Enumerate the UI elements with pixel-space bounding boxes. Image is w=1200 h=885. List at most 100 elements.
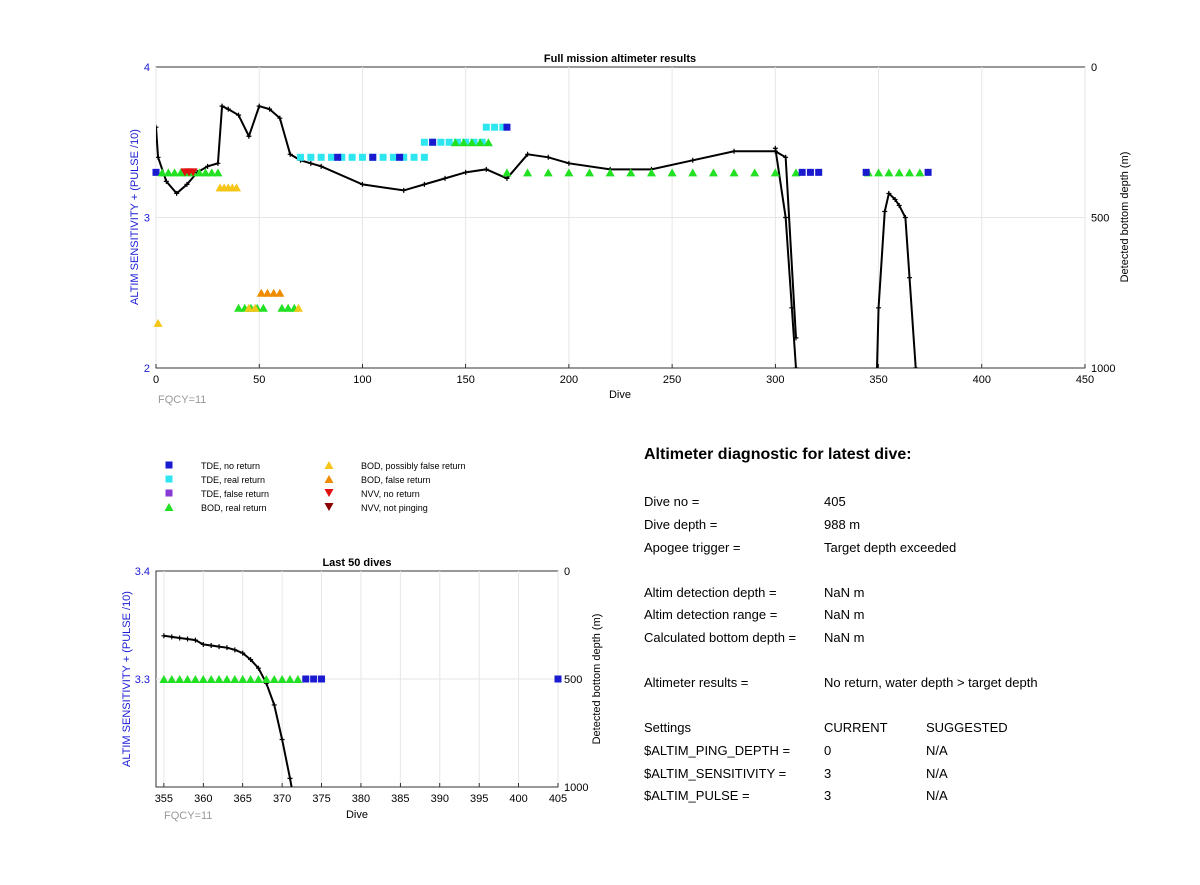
legend-label: TDE, real return — [201, 475, 265, 485]
axis-ticks: 355 360 365 370 375 380 385 390 395 400 405 3.3 3.4 0… — [135, 566, 589, 805]
setting-current: 3 — [824, 766, 832, 781]
bod-real-marker — [708, 168, 718, 177]
depth-point — [169, 634, 175, 640]
bod-real-marker — [213, 168, 223, 177]
bod-real-marker — [157, 168, 167, 177]
altimeter-markers — [152, 123, 932, 327]
tde-real-marker — [437, 138, 445, 146]
depth-point — [240, 650, 246, 656]
bod-real-marker — [605, 168, 615, 177]
tde-real-marker — [445, 138, 453, 146]
y2-tick-label: 1000 — [564, 782, 588, 794]
settings-header-row: Settings CURRENT SUGGESTED — [644, 720, 1008, 735]
x-tick-label: 250 — [663, 374, 681, 386]
x-tick-label: 355 — [155, 793, 173, 805]
legend-label: TDE, no return — [201, 461, 260, 471]
axis-ticks: 0 50 100 150 200 250 300 350 400 450 2 3 4 0 500 1000 — [144, 62, 1116, 386]
depth-point — [442, 175, 448, 181]
tde-none-marker — [554, 675, 562, 683]
depth-point — [215, 160, 221, 166]
bod-real-marker — [258, 303, 268, 312]
dive-no-row: Dive no = 405 — [644, 494, 846, 509]
settings-label: Settings — [644, 720, 691, 735]
calc-depth-label: Calculated bottom depth = — [644, 630, 797, 645]
depth-point — [800, 787, 805, 792]
y2-axis-label: Detected bottom depth (m) — [591, 614, 603, 745]
tde-real-marker — [358, 153, 366, 161]
bod-real-marker — [874, 168, 884, 177]
tde-real-marker — [400, 153, 408, 161]
depth-point — [483, 166, 489, 172]
x-tick-label: 400 — [973, 374, 991, 386]
bod-real-marker — [585, 168, 595, 177]
x-tick-label: 395 — [470, 793, 488, 805]
altim-range-label: Altim detection range = — [644, 607, 778, 622]
setting-current: 3 — [824, 788, 832, 803]
depth-point — [731, 148, 737, 154]
bod-possibly-marker — [232, 183, 242, 192]
setting-row: $ALTIM_PING_DEPTH = 0 N/A — [644, 743, 948, 758]
x-tick-label: 350 — [869, 374, 887, 386]
setting-suggested: N/A — [926, 788, 948, 803]
bod-real-marker — [543, 168, 553, 177]
y2-axis-label: Detected bottom depth (m) — [1119, 152, 1131, 283]
last-50-dives-chart: 355 360 365 370 375 380 385 390 395 400 405 3.3 3.4 0… — [121, 557, 603, 822]
y2-tick-label: 500 — [1091, 213, 1109, 225]
bod-real-marker — [261, 675, 271, 683]
dive-depth-label: Dive depth = — [644, 517, 718, 532]
x-tick-label: 370 — [273, 793, 291, 805]
depth-point — [267, 106, 273, 112]
x-tick-label: 380 — [352, 793, 370, 805]
bod-real-marker — [667, 168, 677, 177]
current-header: CURRENT — [824, 720, 888, 735]
altimeter-markers — [159, 675, 562, 683]
bod-real-marker — [475, 138, 485, 147]
nvv-none-marker — [188, 168, 198, 177]
bod-real-marker — [159, 675, 169, 683]
bod-possibly-marker — [153, 318, 163, 327]
y-tick-label: 2 — [144, 363, 150, 375]
depth-point — [504, 175, 510, 181]
depth-point — [876, 305, 882, 311]
setting-suggested: N/A — [926, 766, 948, 781]
bod-real-marker — [206, 675, 216, 683]
x-tick-label: 50 — [253, 374, 265, 386]
depth-series — [156, 103, 919, 792]
depth-point — [793, 365, 799, 368]
y2-tick-label: 1000 — [1091, 363, 1115, 375]
dive-depth-row: Dive depth = 988 m — [644, 517, 860, 532]
y-axis-label: ALTIM SENSITIVITY + (PULSE /10) — [121, 591, 133, 767]
x-tick-label: 300 — [766, 374, 784, 386]
results-label: Altimeter results = — [644, 675, 749, 690]
tde-none-marker — [862, 168, 870, 176]
bod-real-marker — [770, 168, 780, 177]
depth-point — [232, 647, 238, 653]
bod-real-marker — [201, 168, 211, 177]
depth-line — [876, 191, 917, 368]
bod-real-marker — [502, 168, 512, 177]
bod-real-marker — [467, 138, 477, 147]
depth-point — [907, 275, 913, 281]
results-row: Altimeter results = No return, water dep… — [644, 675, 1038, 690]
tde-real-marker — [420, 138, 428, 146]
x-tick-label: 400 — [509, 793, 527, 805]
bod-real-marker — [207, 168, 217, 177]
calc-depth-value: NaN m — [824, 630, 865, 645]
y2-tick-label: 0 — [1091, 62, 1097, 74]
bod-false-marker — [256, 288, 266, 297]
y2-tick-label: 0 — [564, 566, 570, 578]
tde-real-marker — [307, 153, 315, 161]
bod-real-marker — [884, 168, 894, 177]
setting-row: $ALTIM_SENSITIVITY = 3 N/A — [644, 766, 948, 781]
depth-point — [913, 365, 919, 368]
x-tick-label: 375 — [312, 793, 330, 805]
tde-none-marker — [302, 675, 310, 683]
depth-point — [185, 636, 191, 642]
bod-real-marker — [729, 168, 739, 177]
legend-nvv-none-icon — [324, 489, 334, 497]
setting-name: $ALTIM_PULSE = — [644, 788, 750, 803]
x-tick-label: 200 — [560, 374, 578, 386]
tde-none-marker — [503, 123, 511, 131]
tde-none-marker — [318, 675, 326, 683]
legend-tde-real-icon — [165, 475, 173, 483]
